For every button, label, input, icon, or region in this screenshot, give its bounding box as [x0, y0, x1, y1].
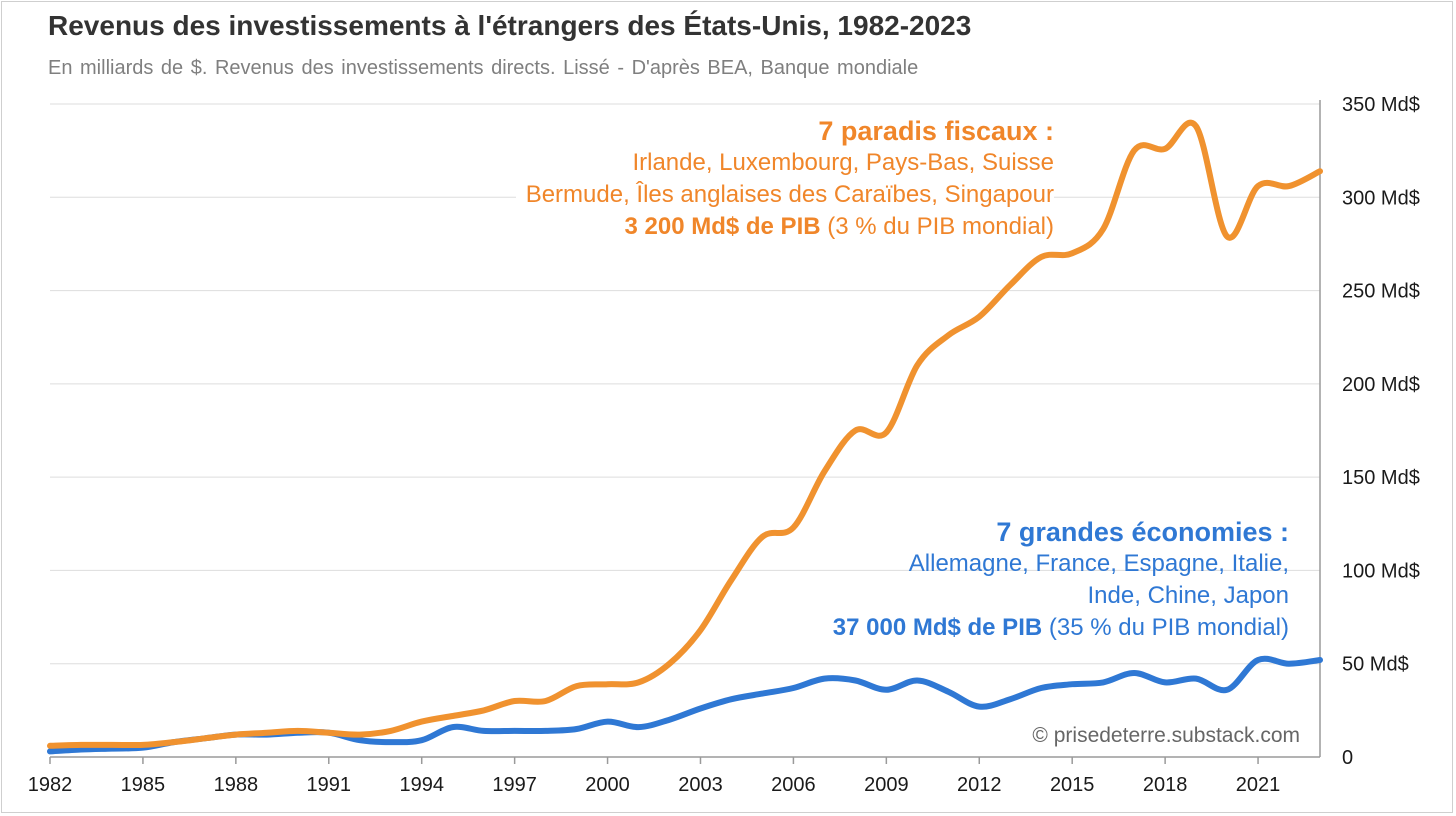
annotation-big-economies: 7 grandes économies : Allemagne, France,…: [833, 516, 1289, 644]
x-tick-label: 2015: [1050, 774, 1095, 796]
annotation-tax-havens-gdp: 3 200 Md$ de PIB: [624, 213, 821, 240]
gridlines: [50, 103, 1320, 665]
x-tick-label: 1985: [121, 774, 166, 796]
x-tick-label: 2009: [864, 774, 909, 796]
x-tick-label: 1997: [492, 774, 537, 796]
chart-title: Revenus des investissements à l'étranger…: [48, 10, 972, 41]
x-tick-label: 1994: [399, 774, 444, 796]
y-tick-label: 300 Md$: [1342, 187, 1420, 209]
x-tick-label: 2006: [771, 774, 816, 796]
series-lines: [47, 120, 1323, 755]
series-line-tax-havens: [47, 120, 1323, 749]
x-tick-label: 1982: [28, 774, 73, 796]
y-tick-label: 250 Md$: [1342, 281, 1420, 303]
x-tick-label: 2003: [678, 774, 723, 796]
x-tick-label: 1988: [214, 774, 259, 796]
credit-text: © prisedeterre.substack.com: [1032, 724, 1300, 747]
x-tick-label: 2018: [1143, 774, 1188, 796]
y-tick-label: 200 Md$: [1342, 374, 1420, 396]
axes: [49, 100, 1321, 764]
annotation-tax-havens-line2: Bermude, Îles anglaises des Caraïbes, Si…: [515, 181, 1054, 208]
y-tick-label: 50 Md$: [1342, 654, 1409, 676]
y-tick-label: 150 Md$: [1342, 467, 1420, 489]
annotation-big-economies-heading: 7 grandes économies :: [996, 517, 1289, 547]
annotation-big-economies-line2: Inde, Chine, Japon: [1087, 582, 1289, 609]
annotation-big-economies-gdp-share: (35 % du PIB mondial): [1042, 614, 1289, 641]
annotation-tax-havens-gdp-share: (3 % du PIB mondial): [820, 213, 1054, 240]
y-tick-label: 350 Md$: [1342, 94, 1420, 116]
annotation-big-economies-gdp: 37 000 Md$ de PIB: [832, 614, 1043, 641]
y-tick-label: 100 Md$: [1342, 560, 1420, 582]
chart-subtitle: En milliards de $. Revenus des investiss…: [48, 57, 919, 79]
annotation-big-economies-line1: Allemagne, France, Espagne, Italie,: [908, 550, 1289, 577]
x-tick-label: 1991: [307, 774, 352, 796]
annotation-tax-havens-line1: Irlande, Luxembourg, Pays-Bas, Suisse: [622, 149, 1054, 176]
y-tick-label: 0: [1342, 747, 1353, 769]
x-tick-label: 2000: [585, 774, 630, 796]
annotation-tax-havens-heading: 7 paradis fiscaux :: [808, 116, 1054, 146]
x-tick-label: 2021: [1236, 774, 1281, 796]
tick-labels: 0 50 Md$ 100 Md$ 150 Md$ 200 Md$ 250 Md$ 300 M…: [28, 94, 1420, 796]
annotation-tax-havens: 7 paradis fiscaux : Irlande, Luxembourg,…: [515, 115, 1054, 243]
x-tick-label: 2012: [957, 774, 1002, 796]
